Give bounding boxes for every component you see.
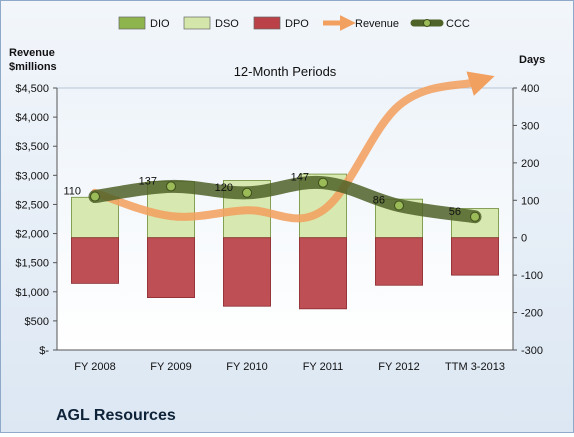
right-tick-label: 300: [521, 120, 539, 132]
revenue-line: [91, 71, 495, 223]
ccc-line: [88, 175, 482, 224]
category-label: FY 2008: [74, 361, 115, 373]
ccc-marker: [242, 187, 252, 198]
dpo-bar: [71, 237, 119, 284]
right-tick-label: 100: [521, 195, 539, 207]
ccc-data-label: 110: [63, 186, 81, 198]
legend-label: DSO: [215, 18, 239, 30]
left-tick-label: $3,000: [15, 170, 49, 182]
right-tick-label: -100: [521, 270, 543, 282]
right-axis-title: Days: [519, 54, 545, 66]
left-tick-label: $3,500: [15, 141, 49, 153]
right-tick-label: -200: [521, 308, 543, 320]
left-tick-label: $-: [39, 345, 49, 357]
left-tick-label: $1,000: [15, 287, 49, 299]
legend-label: DPO: [285, 18, 309, 30]
ccc-marker: [470, 211, 480, 222]
left-tick-label: $2,000: [15, 229, 49, 241]
ccc-data-label: 120: [215, 182, 233, 194]
legend-label: Revenue: [355, 18, 399, 30]
dso-bar: [71, 196, 119, 239]
left-tick-label: $2,500: [15, 199, 49, 211]
ccc-marker: [394, 200, 404, 211]
ccc-marker: [318, 177, 328, 188]
category-label: FY 2011: [303, 361, 344, 373]
ccc-marker: [166, 181, 176, 192]
right-tick-label: 200: [521, 158, 539, 170]
company-name: AGL Resources: [56, 407, 176, 424]
left-axis-title: $millions: [9, 61, 57, 73]
dpo-bar: [375, 237, 423, 286]
ccc-data-label: 137: [139, 175, 157, 187]
dso-legend-swatch: [183, 16, 211, 30]
left-tick-label: $1,500: [15, 258, 49, 270]
dpo-legend-swatch: [253, 16, 281, 30]
ccc-legend-marker: [423, 19, 431, 27]
category-label: FY 2010: [226, 361, 267, 373]
category-label: FY 2012: [378, 361, 419, 373]
ccc-data-label: 147: [291, 172, 309, 184]
left-tick-label: $500: [25, 316, 49, 328]
dpo-bar: [451, 237, 499, 276]
chart-title: 12-Month Periods: [234, 64, 337, 79]
legend-label: CCC: [446, 18, 470, 30]
left-tick-label: $4,000: [15, 112, 49, 124]
legend-label: DIO: [150, 18, 170, 30]
left-tick-label: $4,500: [15, 83, 49, 95]
right-tick-label: -300: [521, 345, 543, 357]
category-label: FY 2009: [150, 361, 191, 373]
right-tick-label: 400: [521, 83, 539, 95]
right-tick-label: 0: [521, 233, 527, 245]
dpo-bar: [147, 237, 195, 298]
ccc-data-label: 56: [449, 206, 461, 218]
dpo-bar: [299, 237, 347, 310]
ccc-data-label: 86: [373, 195, 385, 207]
dpo-bar: [223, 237, 271, 307]
dio-legend-swatch: [118, 16, 146, 30]
left-axis-title: Revenue: [9, 47, 55, 59]
category-label: TTM 3-2013: [445, 361, 505, 373]
ccc-marker: [90, 191, 100, 202]
